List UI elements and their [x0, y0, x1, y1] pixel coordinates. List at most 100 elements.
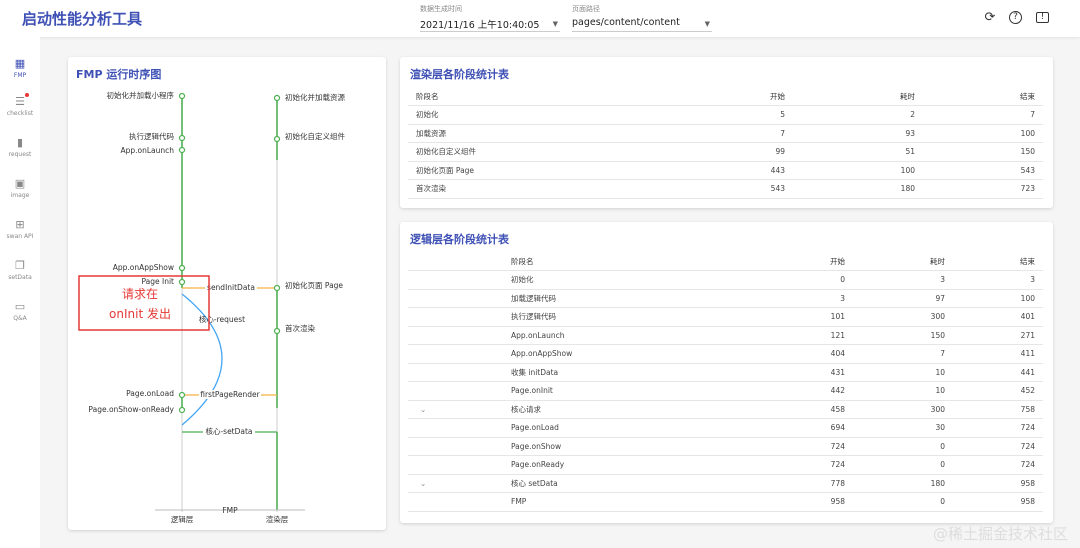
- render-stats-table: 阶段名 开始 耗时 结束 初始化 5 2 7 加载资源 7 93 100 初始化自定义组件 99 51 15…: [408, 87, 1043, 199]
- table-cell: 300: [853, 400, 953, 419]
- caret-down-icon: ▼: [704, 20, 710, 28]
- table-cell: Page.onLoad: [503, 418, 753, 438]
- render-node-label: 初始化并加载资源: [285, 92, 345, 102]
- table-cell: 723: [923, 179, 1043, 199]
- table-cell: 758: [953, 400, 1043, 419]
- table-cell: 加载资源: [408, 124, 682, 143]
- table-cell: 441: [953, 363, 1043, 382]
- table-cell: [408, 492, 503, 512]
- table-cell: 778: [752, 474, 853, 493]
- sidebar-item-request[interactable]: ▮ request: [0, 136, 40, 158]
- logic-node: [178, 391, 186, 399]
- sidebar-item-setdata[interactable]: ❐ setData: [0, 259, 40, 281]
- logic-node: [178, 264, 186, 272]
- table-row: 初始化 5 2 7: [408, 105, 1043, 125]
- table-cell: [408, 270, 503, 290]
- app-title: 启动性能分析工具: [22, 10, 143, 28]
- table-row: FMP 958 0 958: [408, 492, 1043, 512]
- feedback-icon[interactable]: !: [1036, 12, 1049, 23]
- render-node: [273, 327, 281, 335]
- column-header: 耗时: [793, 87, 923, 106]
- sidebar-item-fmp[interactable]: ▦ FMP: [0, 57, 40, 79]
- sidebar-item-checklist[interactable]: ☰ checklist: [0, 93, 40, 117]
- table-cell: 100: [953, 289, 1043, 308]
- table-row[interactable]: ⌄ 核心 setData 778 180 958: [408, 474, 1043, 493]
- render-lane-label: 渲染层: [266, 514, 289, 524]
- table-row: 初始化自定义组件 99 51 150: [408, 142, 1043, 162]
- table-cell: 7: [923, 105, 1043, 125]
- caret-down-icon: ▼: [552, 20, 558, 28]
- table-cell: 100: [793, 161, 923, 180]
- table-row: Page.onReady 724 0 724: [408, 455, 1043, 475]
- table-cell: 初始化自定义组件: [408, 142, 682, 162]
- table-cell: 0: [853, 437, 953, 456]
- table-cell: [408, 455, 503, 475]
- expand-chevron-icon[interactable]: ⌄: [408, 400, 503, 419]
- table-cell: 724: [752, 455, 853, 475]
- expand-chevron-icon[interactable]: ⌄: [408, 474, 503, 493]
- table-cell: Page.onReady: [503, 455, 753, 475]
- table-cell: 443: [681, 161, 793, 180]
- column-header: 耗时: [853, 252, 953, 271]
- table-row: App.onAppShow 404 7 411: [408, 344, 1043, 364]
- path-select[interactable]: 页面路径 pages/content/content ▼: [572, 4, 712, 32]
- table-cell: 核心请求: [503, 400, 753, 419]
- logic-lane-label: 逻辑层: [171, 514, 194, 524]
- annotation-text: onInit 发出: [109, 306, 171, 321]
- table-cell: 180: [793, 179, 923, 199]
- table-cell: 首次渲染: [408, 179, 682, 199]
- sidebar-item-label: image: [10, 192, 30, 199]
- dashboard-icon: ▦: [14, 57, 26, 70]
- table-cell: 初始化页面 Page: [408, 161, 682, 180]
- table-cell: 93: [793, 124, 923, 143]
- table-cell: 7: [853, 344, 953, 364]
- sidebar-item-label: request: [8, 151, 32, 158]
- setdata-label: 核心-setData: [205, 426, 252, 436]
- column-header: 开始: [681, 87, 793, 106]
- refresh-icon[interactable]: ⟳: [984, 10, 996, 25]
- checklist-icon: ☰: [15, 95, 25, 108]
- table-cell: 2: [793, 105, 923, 125]
- table-cell: 7: [681, 124, 793, 143]
- sidebar-item-qa[interactable]: ▭ Q&A: [0, 300, 40, 322]
- column-header: 开始: [752, 252, 853, 271]
- table-cell: 收集 initData: [503, 363, 753, 382]
- table-cell: Page.onShow: [503, 437, 753, 456]
- render-node: [273, 94, 281, 102]
- logic-node-label: 初始化并加载小程序: [107, 90, 175, 100]
- table-cell: 121: [752, 326, 853, 345]
- table-cell: 3: [752, 289, 853, 308]
- table-cell: 10: [853, 363, 953, 382]
- sidebar-item-swan-api[interactable]: ⊞ swan API: [0, 218, 40, 240]
- app-header: 启动性能分析工具 数据生成时间 2021/11/16 上午10:40:05 ▼ …: [0, 0, 1080, 37]
- expand-column-header: [408, 252, 503, 271]
- fmp-card: FMP 运行时序图 初始化并加载小程序 执行逻辑代码 App.onLaunch: [68, 57, 386, 530]
- table-cell: 101: [752, 307, 853, 327]
- render-node: [273, 284, 281, 292]
- sidebar: ▦ FMP ☰ checklist ▮ request ▣ image ⊞ swan AP…: [0, 37, 40, 548]
- fmp-timeline-diagram: 初始化并加载小程序 执行逻辑代码 App.onLaunch App.onAppS…: [78, 90, 345, 524]
- time-select[interactable]: 数据生成时间 2021/11/16 上午10:40:05 ▼: [420, 4, 560, 32]
- table-cell: 51: [793, 142, 923, 162]
- sidebar-item-label: setData: [8, 274, 32, 281]
- logic-node-label: Page.onShow-onReady: [88, 405, 174, 414]
- table-cell: 99: [681, 142, 793, 162]
- table-cell: [408, 326, 503, 345]
- sidebar-item-label: checklist: [6, 110, 34, 117]
- sidebar-item-image[interactable]: ▣ image: [0, 177, 40, 199]
- table-row[interactable]: ⌄ 核心请求 458 300 758: [408, 400, 1043, 419]
- send-init-data-label: sendInitData: [207, 283, 255, 292]
- table-cell: 442: [752, 381, 853, 401]
- logic-table-title: 逻辑层各阶段统计表: [410, 233, 509, 246]
- table-cell: [408, 418, 503, 438]
- image-icon: ▣: [14, 177, 26, 190]
- table-cell: 271: [953, 326, 1043, 345]
- table-cell: 初始化: [503, 270, 753, 290]
- chat-icon: ▭: [14, 300, 26, 313]
- table-cell: 404: [752, 344, 853, 364]
- table-cell: 150: [923, 142, 1043, 162]
- logic-stats-table: 阶段名 开始 耗时 结束 初始化 0 3 3 加载逻辑代码 3 97 100 执行逻辑代码 101 300…: [408, 252, 1043, 512]
- help-icon[interactable]: ?: [1009, 11, 1022, 24]
- table-cell: [408, 363, 503, 382]
- table-row: 加载资源 7 93 100: [408, 124, 1043, 143]
